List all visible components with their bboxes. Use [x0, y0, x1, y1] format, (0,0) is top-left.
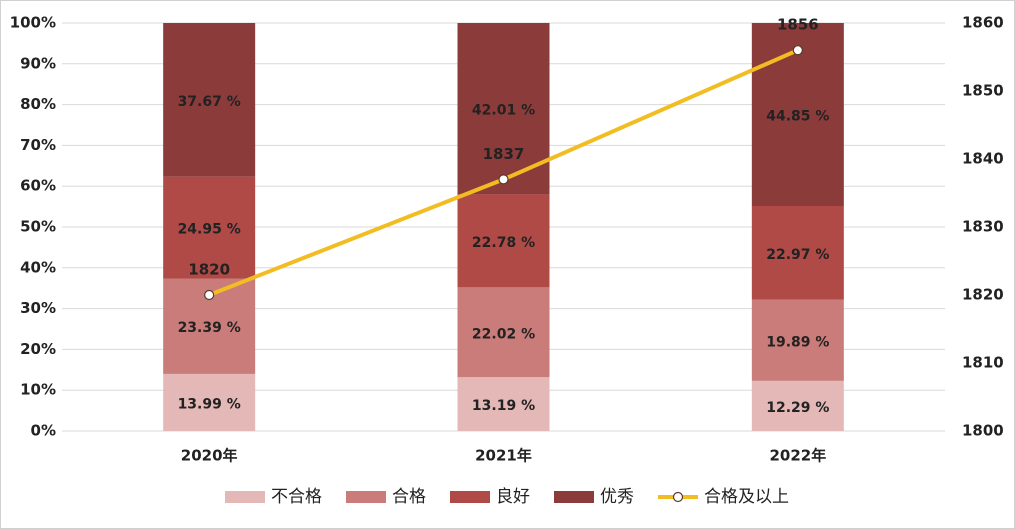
bar-segment [163, 23, 256, 177]
data-label: 22.78 % [472, 235, 535, 251]
bar-segment [163, 176, 256, 279]
bar-segment [163, 373, 256, 431]
line-label: 1837 [483, 145, 525, 163]
data-label: 23.39 % [178, 320, 241, 336]
y-tick-label: 100% [10, 14, 56, 32]
legend-swatch [554, 491, 594, 503]
data-label: 12.29 % [766, 400, 829, 416]
y2-tick-label: 1850 [962, 82, 1004, 100]
legend-label: 合格及以上 [704, 487, 789, 507]
y-tick-label: 70% [20, 136, 56, 154]
bar-segment [457, 377, 550, 431]
data-label: 24.95 % [178, 222, 241, 238]
x-tick-label: 2020年 [181, 447, 238, 465]
legend-label: 合格 [392, 487, 426, 507]
y-tick-label: 30% [20, 299, 56, 317]
data-label: 22.97 % [766, 247, 829, 263]
legend-swatch [346, 491, 386, 503]
y2-tick-label: 1800 [962, 422, 1004, 440]
data-label: 37.67 % [178, 94, 241, 110]
legend-swatch [450, 491, 490, 503]
line-point [498, 174, 509, 185]
y-tick-label: 90% [20, 54, 56, 72]
bar-segment [457, 194, 550, 288]
legend-marker [672, 491, 684, 503]
bar-segment [751, 299, 844, 381]
data-label: 22.02 % [472, 326, 535, 342]
line-label: 1820 [188, 261, 230, 279]
y-tick-label: 40% [20, 258, 56, 276]
y2-tick-label: 1840 [962, 150, 1004, 168]
y2-tick-label: 1860 [962, 14, 1004, 32]
y2-tick-label: 1830 [962, 218, 1004, 236]
bar-segment [751, 205, 844, 300]
data-label: 13.99 % [178, 396, 241, 412]
y-tick-label: 50% [20, 218, 56, 236]
legend-label: 优秀 [600, 487, 634, 507]
legend-label: 不合格 [271, 487, 322, 507]
x-tick-label: 2021年 [475, 447, 532, 465]
data-label: 19.89 % [766, 334, 829, 350]
y-tick-label: 80% [20, 95, 56, 113]
data-label: 13.19 % [472, 398, 535, 414]
y-tick-label: 0% [31, 422, 56, 440]
legend-label: 良好 [496, 487, 530, 507]
line-point [204, 289, 215, 301]
bar-segment [457, 287, 550, 378]
y2-tick-label: 1820 [962, 286, 1004, 304]
y2-tick-label: 1810 [962, 354, 1004, 372]
y-tick-label: 60% [20, 177, 56, 195]
legend-swatch [225, 491, 265, 503]
bar-segment [751, 380, 844, 431]
line-point [792, 45, 803, 56]
y-tick-label: 10% [20, 381, 56, 399]
x-tick-label: 2022年 [769, 447, 826, 465]
line-label: 1856 [777, 16, 819, 34]
y-tick-label: 20% [20, 340, 56, 358]
data-label: 44.85 % [766, 108, 829, 124]
data-label: 42.01 % [472, 103, 535, 119]
